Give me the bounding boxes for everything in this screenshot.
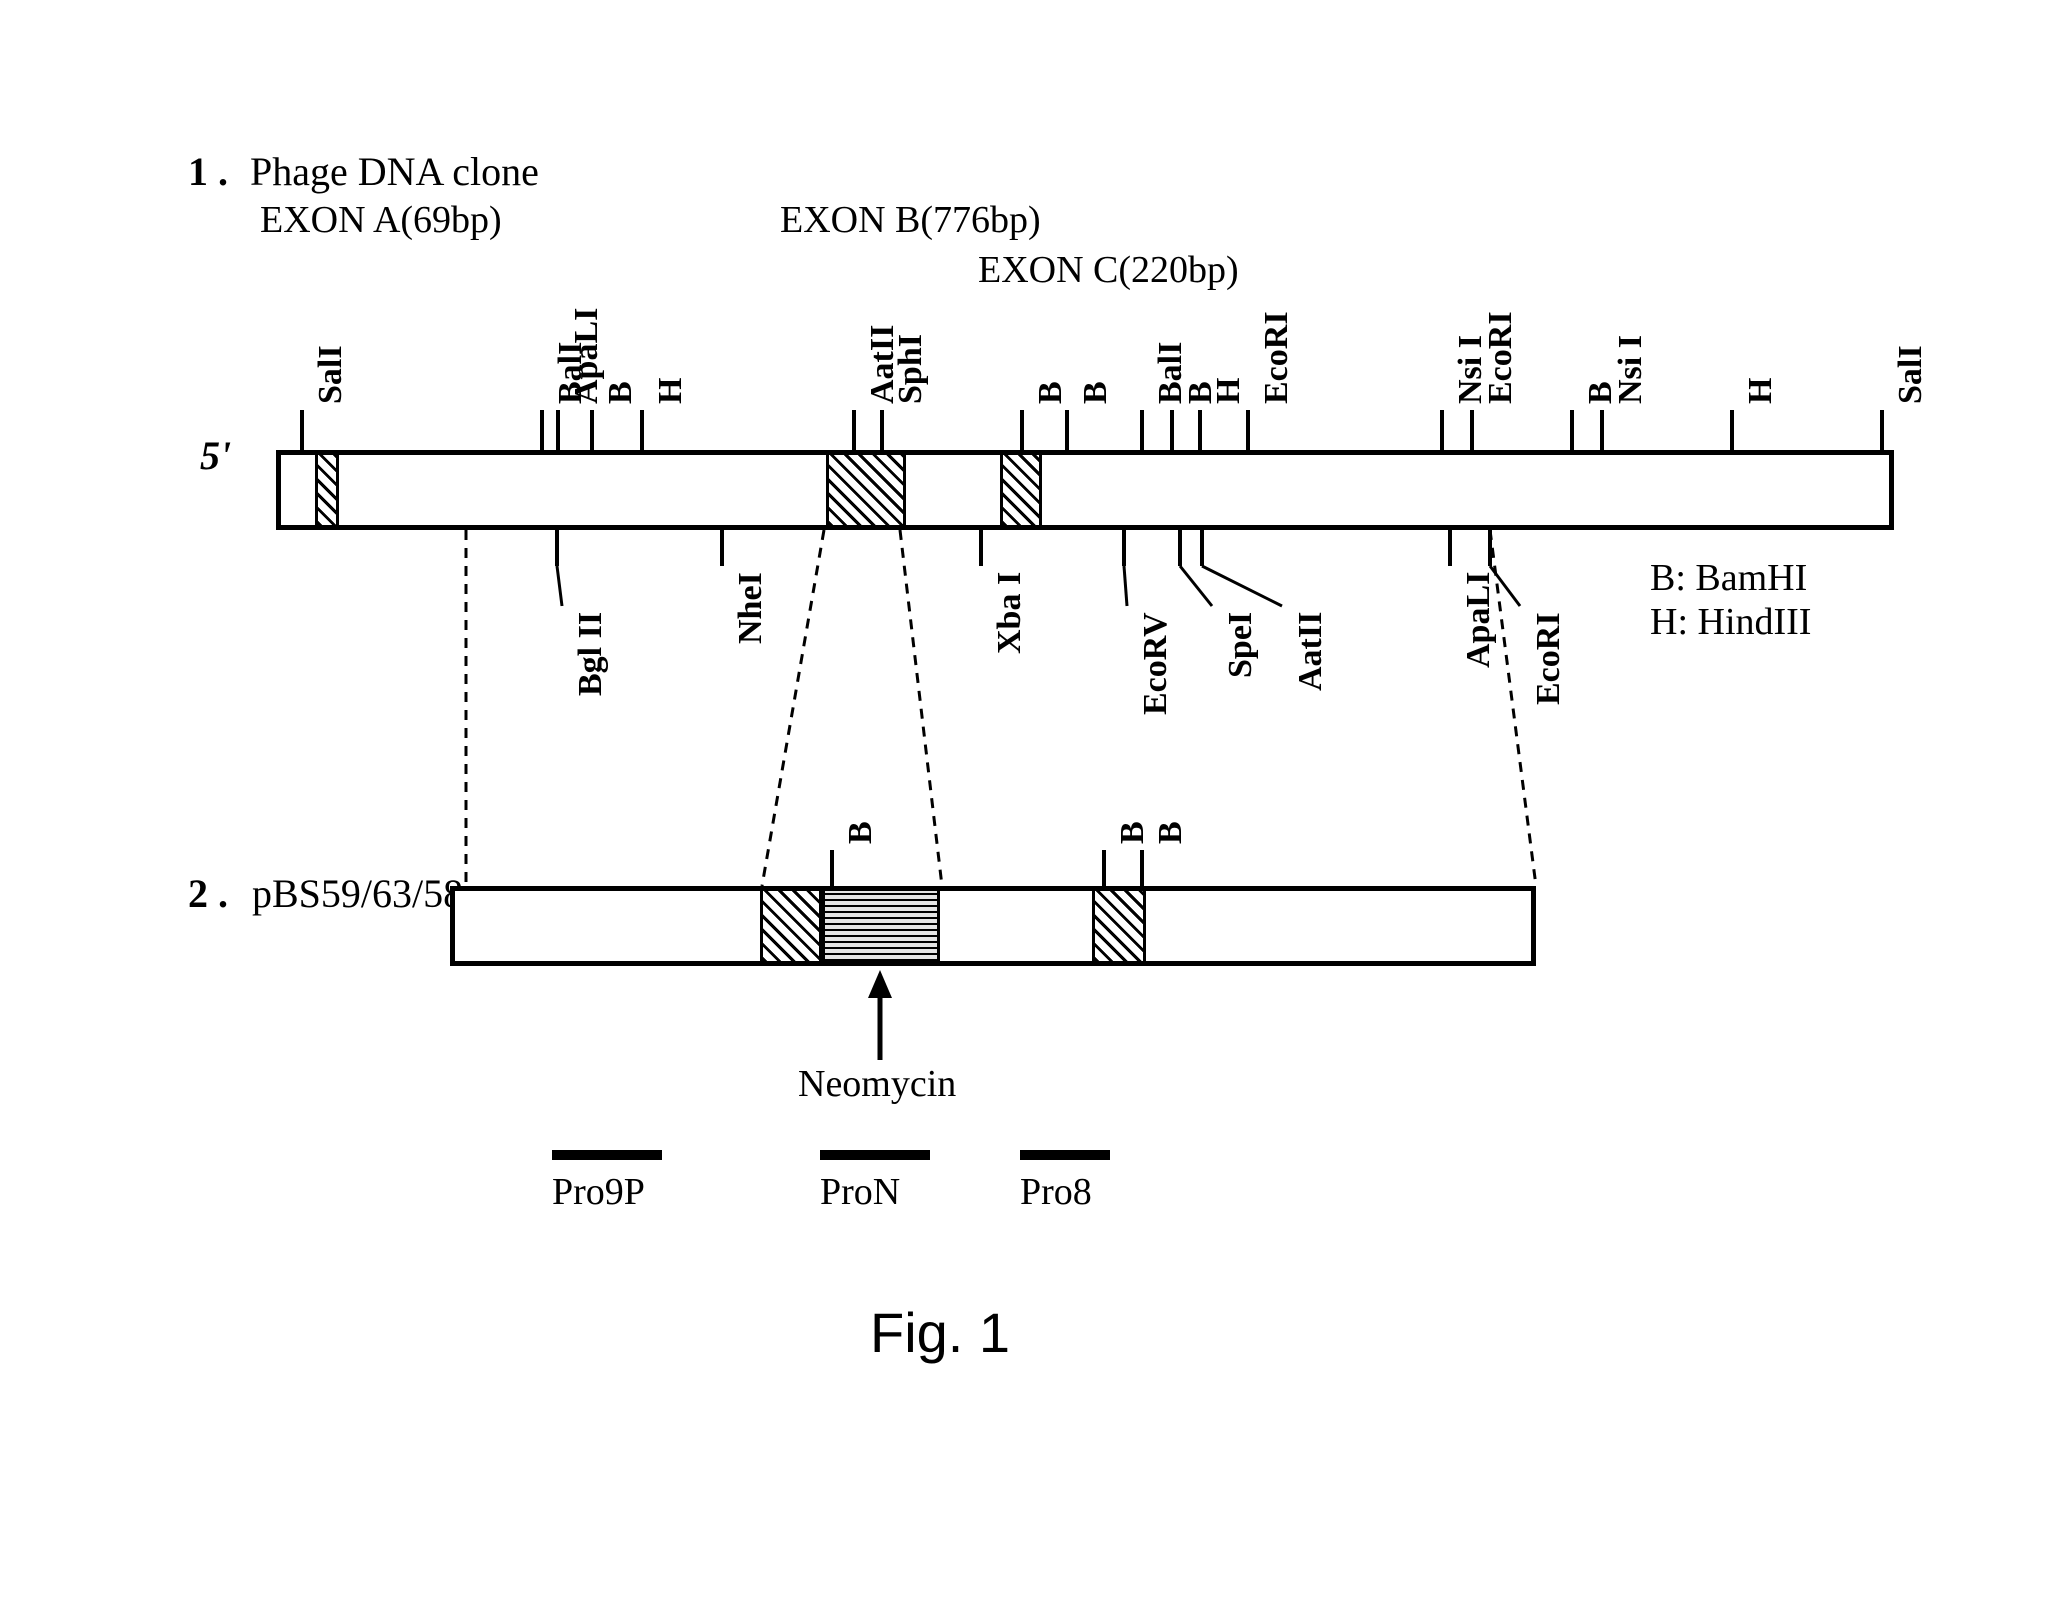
construct-exon-1: [1092, 891, 1146, 961]
construct-tick-2: [1140, 850, 1144, 886]
probe-bar-1: [820, 1150, 930, 1160]
construct-tick-label-2: B: [1152, 821, 1190, 844]
probe-label-2: Pro8: [1020, 1170, 1092, 1214]
section2-index: 2 .: [188, 870, 228, 917]
section2-title: pBS59/63/58n: [252, 870, 483, 917]
neomycin-label: Neomycin: [798, 1062, 956, 1106]
probe-bar-2: [1020, 1150, 1110, 1160]
neomycin-box: [822, 891, 940, 961]
projections-svg: [0, 0, 2049, 1610]
probe-label-1: ProN: [820, 1170, 900, 1214]
probe-label-0: Pro9P: [552, 1170, 645, 1214]
figure-caption: Fig. 1: [870, 1300, 1010, 1365]
figure-canvas: 1 . Phage DNA clone EXON A(69bp) EXON B(…: [0, 0, 2049, 1610]
construct-tick-label-1: B: [1114, 821, 1152, 844]
construct-exon-0: [760, 891, 822, 961]
construct-bar: [450, 886, 1536, 966]
construct-tick-label-0: B: [842, 821, 880, 844]
construct-tick-0: [830, 850, 834, 886]
probe-bar-0: [552, 1150, 662, 1160]
construct-tick-1: [1102, 850, 1106, 886]
